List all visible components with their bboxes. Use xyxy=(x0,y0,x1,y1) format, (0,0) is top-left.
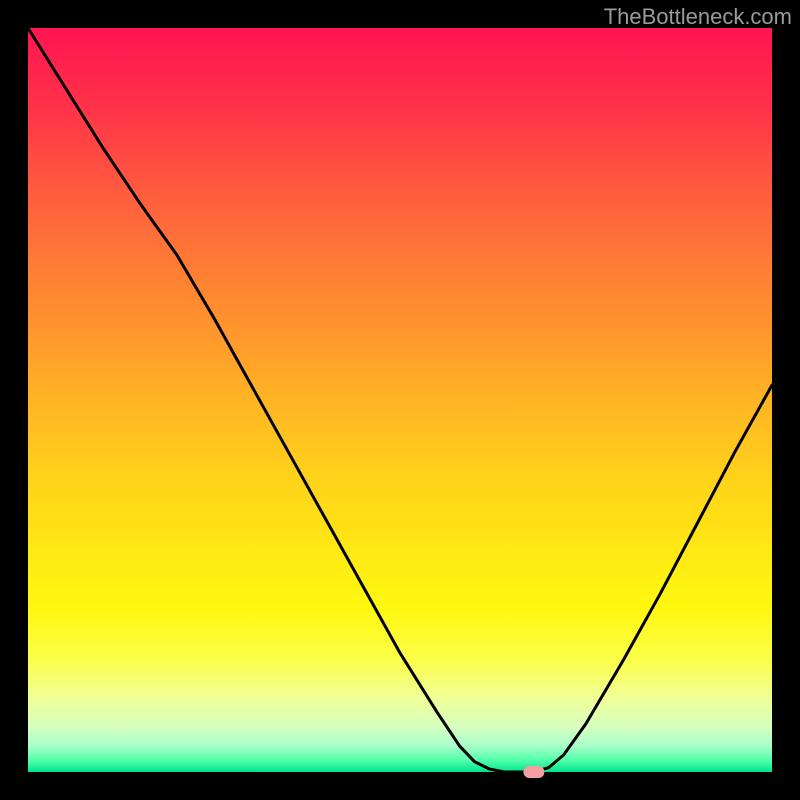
watermark-text: TheBottleneck.com xyxy=(604,4,792,30)
bottleneck-curve-chart xyxy=(0,0,800,800)
chart-plot-area xyxy=(28,28,772,772)
optimal-point-marker xyxy=(523,766,544,778)
chart-container: TheBottleneck.com xyxy=(0,0,800,800)
